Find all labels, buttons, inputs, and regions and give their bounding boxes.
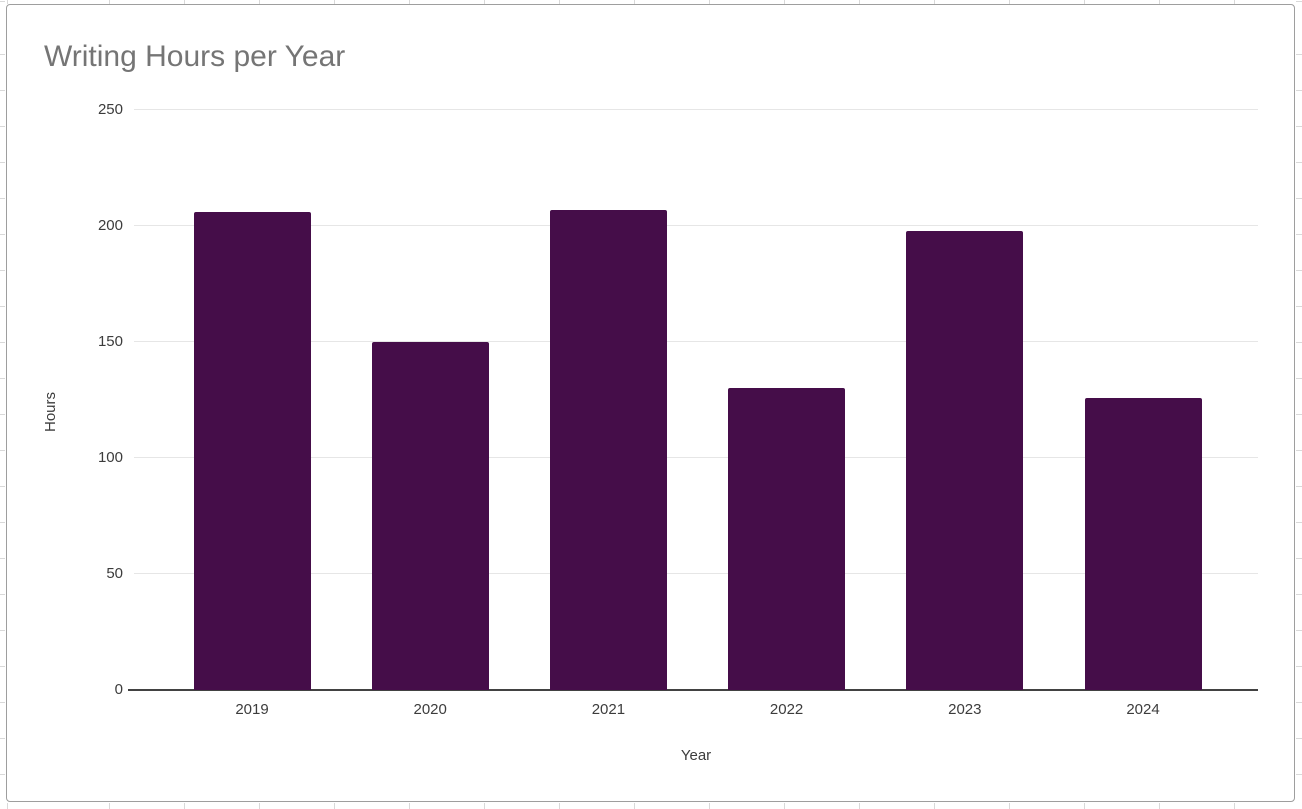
- chart-card[interactable]: Writing Hours per Year Hours Year 0 50 100…: [6, 4, 1295, 802]
- y-tick-label-100: 100: [97, 449, 123, 466]
- x-tick-label-2023: 2023: [948, 701, 982, 718]
- gridline-250: [134, 109, 1258, 110]
- sheet-gridline-stubs-left: [0, 0, 5, 809]
- x-tick-label-2024: 2024: [1126, 701, 1160, 718]
- bar-2024[interactable]: [1084, 397, 1202, 690]
- x-tick-label-2021: 2021: [591, 701, 626, 718]
- bar-2019[interactable]: [193, 212, 311, 690]
- y-tick-label-150: 150: [97, 333, 123, 350]
- y-tick-label-50: 50: [106, 565, 123, 582]
- x-tick-label-2020: 2020: [413, 701, 447, 718]
- bar-2022[interactable]: [728, 388, 846, 690]
- bar-2020[interactable]: [371, 342, 489, 690]
- bar-2021[interactable]: [549, 209, 667, 690]
- sheet-gridline-stubs-right: [1296, 0, 1302, 809]
- gridline-100: [134, 457, 1258, 458]
- bar-2023[interactable]: [906, 230, 1024, 690]
- gridline-150: [134, 341, 1258, 342]
- x-tick-label-2022: 2022: [769, 701, 804, 718]
- chart-title[interactable]: Writing Hours per Year: [44, 40, 346, 73]
- gridline-50: [134, 573, 1258, 574]
- y-tick-label-250: 250: [97, 101, 123, 118]
- y-axis-title: Hours: [42, 392, 59, 433]
- x-axis-title: Year: [680, 747, 712, 764]
- x-axis-line: [128, 689, 1258, 691]
- x-tick-label-2019: 2019: [235, 701, 269, 718]
- y-tick-label-0: 0: [114, 681, 123, 698]
- plot-area: [128, 109, 1258, 691]
- y-tick-label-200: 200: [97, 217, 123, 234]
- gridline-200: [134, 225, 1258, 226]
- sheet-gridline-stubs-bottom: [0, 803, 1302, 809]
